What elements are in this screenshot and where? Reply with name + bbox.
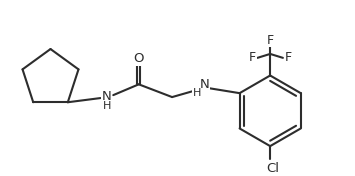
Text: N: N xyxy=(102,90,111,103)
Text: F: F xyxy=(267,34,274,47)
Text: H: H xyxy=(103,101,111,111)
Text: F: F xyxy=(249,51,256,64)
Text: Cl: Cl xyxy=(267,162,280,175)
Text: F: F xyxy=(284,51,291,64)
Text: N: N xyxy=(200,78,209,91)
Text: O: O xyxy=(133,52,144,65)
Text: H: H xyxy=(192,88,201,98)
